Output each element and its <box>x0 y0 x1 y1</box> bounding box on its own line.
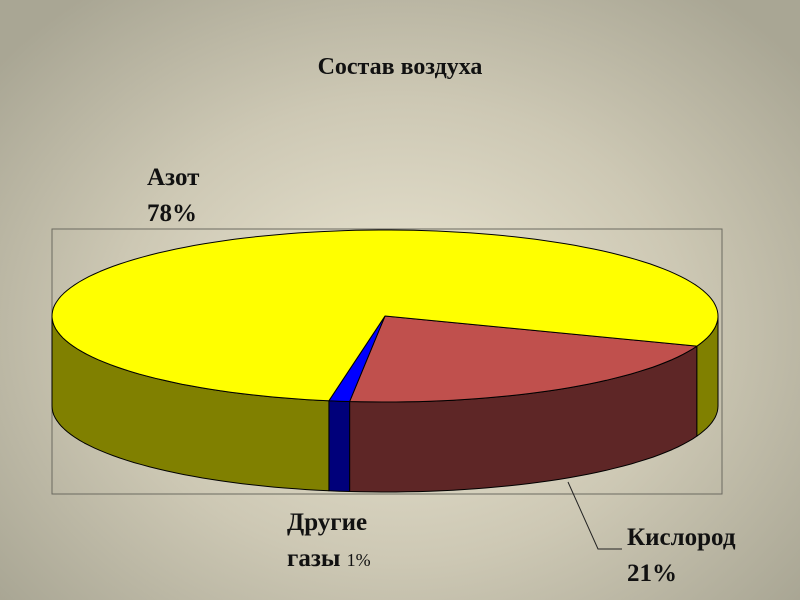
nitrogen-label-value: 78% <box>147 200 197 227</box>
oxygen-label: Кислород 21% <box>627 520 735 592</box>
pie-side-Другие газы <box>328 400 351 492</box>
pie-slice-Кислород <box>349 315 698 403</box>
pie-slice-Азот <box>51 229 719 402</box>
oxygen-label-name: Кислород <box>627 524 736 551</box>
other-gases-label: Другие газы 1% <box>287 505 371 578</box>
pie-slices <box>51 229 719 493</box>
chart-title: Состав воздуха <box>317 54 483 80</box>
other-gases-label-name1: Другие <box>287 509 368 536</box>
nitrogen-label: Азот 78% <box>147 160 199 232</box>
other-gases-label-name2: газы <box>287 545 341 572</box>
oxygen-leader-line <box>567 481 622 550</box>
other-gases-label-value: 1% <box>346 550 371 570</box>
oxygen-label-value: 21% <box>627 560 677 587</box>
nitrogen-label-name: Азот <box>147 164 200 191</box>
